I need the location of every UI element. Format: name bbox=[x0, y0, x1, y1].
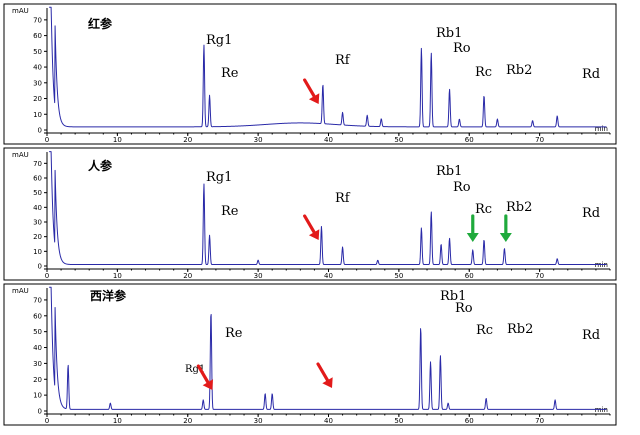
y-tick-label: 40 bbox=[33, 344, 42, 352]
chromatogram-trace bbox=[49, 6, 607, 128]
x-tick-label: 10 bbox=[113, 136, 122, 144]
y-tick-label: 50 bbox=[33, 328, 42, 336]
y-tick-label: 60 bbox=[33, 312, 42, 320]
panel-frame bbox=[3, 3, 617, 145]
red-arrow bbox=[303, 78, 320, 104]
x-tick-label: 50 bbox=[394, 136, 403, 144]
panel-title: 人参 bbox=[88, 158, 113, 173]
peak-label-rg1: Rg1 bbox=[206, 170, 232, 185]
peak-label-rb1: Rb1 bbox=[436, 164, 462, 179]
x-tick-label: 20 bbox=[183, 272, 192, 280]
peak-label-rb2: Rb2 bbox=[507, 322, 533, 337]
panel-frame bbox=[3, 283, 617, 426]
y-tick-label: 70 bbox=[33, 296, 42, 304]
y-tick-label: 60 bbox=[33, 175, 42, 183]
peak-label-ro: Ro bbox=[455, 301, 473, 316]
x-tick-label: 0 bbox=[45, 417, 49, 425]
y-unit-label: mAU bbox=[12, 151, 29, 159]
green-arrow bbox=[499, 214, 512, 242]
x-unit-label: min bbox=[595, 406, 608, 414]
peak-label-rc: Rc bbox=[475, 65, 492, 80]
peak-label-rb2: Rb2 bbox=[506, 200, 532, 215]
x-tick-label: 30 bbox=[254, 272, 263, 280]
x-tick-label: 10 bbox=[113, 272, 122, 280]
y-tick-label: 40 bbox=[33, 204, 42, 212]
peak-label-re: Re bbox=[225, 326, 243, 341]
x-tick-label: 30 bbox=[254, 136, 263, 144]
x-tick-label: 0 bbox=[45, 272, 49, 280]
y-tick-label: 30 bbox=[33, 360, 42, 368]
y-tick-label: 70 bbox=[33, 160, 42, 168]
red-arrow bbox=[303, 214, 320, 240]
x-tick-label: 60 bbox=[465, 272, 474, 280]
y-tick-label: 0 bbox=[38, 408, 42, 416]
y-tick-label: 10 bbox=[33, 248, 42, 256]
y-tick-label: 30 bbox=[33, 79, 42, 87]
peak-label-ro: Ro bbox=[453, 41, 471, 56]
y-tick-label: 0 bbox=[38, 127, 42, 135]
peak-label-rc: Rc bbox=[475, 202, 492, 217]
chromatogram-trace bbox=[49, 151, 607, 266]
x-tick-label: 70 bbox=[535, 136, 544, 144]
y-tick-label: 20 bbox=[33, 233, 42, 241]
peak-label-re: Re bbox=[221, 66, 239, 81]
x-tick-label: 20 bbox=[183, 136, 192, 144]
peak-label-re: Re bbox=[221, 204, 239, 219]
y-tick-label: 10 bbox=[33, 111, 42, 119]
x-tick-label: 40 bbox=[324, 417, 333, 425]
green-arrow bbox=[466, 214, 479, 242]
peak-label-rb1: Rb1 bbox=[440, 289, 466, 304]
x-tick-label: 40 bbox=[324, 272, 333, 280]
y-tick-label: 50 bbox=[33, 189, 42, 197]
x-tick-label: 60 bbox=[465, 136, 474, 144]
y-tick-label: 20 bbox=[33, 376, 42, 384]
peak-label-rd: Rd bbox=[582, 328, 600, 343]
y-tick-label: 0 bbox=[38, 263, 42, 271]
x-tick-label: 70 bbox=[535, 272, 544, 280]
peak-label-rf: Rf bbox=[335, 191, 351, 206]
peak-label-rb1: Rb1 bbox=[436, 26, 462, 41]
x-unit-label: min bbox=[595, 125, 608, 133]
x-tick-label: 20 bbox=[183, 417, 192, 425]
panel-frame bbox=[3, 147, 617, 281]
peak-label-rd: Rd bbox=[582, 67, 600, 82]
y-tick-label: 10 bbox=[33, 392, 42, 400]
x-tick-label: 40 bbox=[324, 136, 333, 144]
peak-label-rg1: Rg1 bbox=[185, 364, 205, 375]
peak-label-rf: Rf bbox=[335, 53, 351, 68]
y-tick-label: 50 bbox=[33, 48, 42, 56]
chromatogram-panel-1: mAU 0 10 20 30 40 50 60 70 0 10 20 30 40 50 60 70 min Rg1 R… bbox=[3, 3, 617, 145]
red-arrow bbox=[316, 362, 333, 388]
panel-title: 西洋参 bbox=[90, 288, 127, 303]
x-tick-label: 70 bbox=[535, 417, 544, 425]
red-arrow bbox=[196, 364, 214, 390]
peak-label-rd: Rd bbox=[582, 206, 600, 221]
x-tick-label: 10 bbox=[113, 417, 122, 425]
y-unit-label: mAU bbox=[12, 287, 29, 295]
peak-label-ro: Ro bbox=[453, 180, 471, 195]
x-tick-label: 0 bbox=[45, 136, 49, 144]
peak-label-rc: Rc bbox=[476, 323, 493, 338]
y-tick-label: 40 bbox=[33, 64, 42, 72]
x-tick-label: 30 bbox=[254, 417, 263, 425]
y-tick-label: 20 bbox=[33, 95, 42, 103]
y-unit-label: mAU bbox=[12, 7, 29, 15]
x-tick-label: 50 bbox=[394, 272, 403, 280]
peak-label-rb2: Rb2 bbox=[506, 63, 532, 78]
x-tick-label: 60 bbox=[465, 417, 474, 425]
chromatogram-trace bbox=[49, 286, 607, 410]
peak-label-rg1: Rg1 bbox=[206, 33, 232, 48]
panel-title: 红参 bbox=[88, 16, 113, 31]
chromatogram-panel-3: mAU 0 10 20 30 40 50 60 70 0 10 20 30 40 50 60 70 min Rg1 R… bbox=[3, 283, 617, 426]
x-tick-label: 50 bbox=[394, 417, 403, 425]
y-tick-label: 60 bbox=[33, 32, 42, 40]
y-tick-label: 70 bbox=[33, 16, 42, 24]
y-tick-label: 30 bbox=[33, 219, 42, 227]
